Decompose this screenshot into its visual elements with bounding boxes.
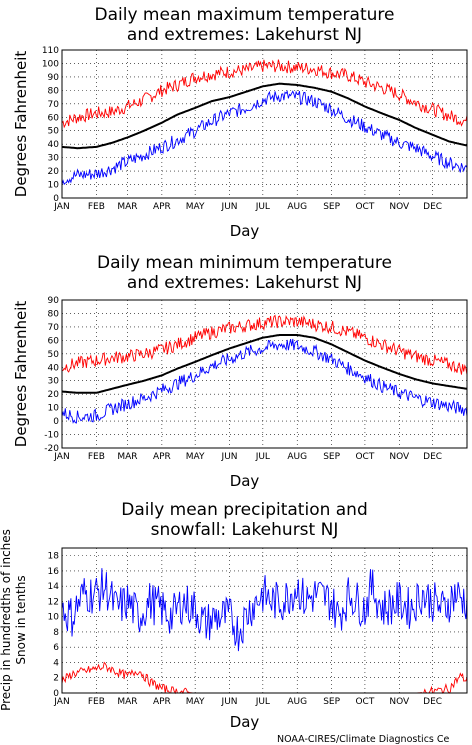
x-tick-label: FEB xyxy=(88,697,105,707)
chart-title-line: and extremes: Lakehurst NJ xyxy=(127,25,362,45)
y-tick-label: 40 xyxy=(48,140,60,150)
y-tick-label: 110 xyxy=(42,46,59,56)
y-tick-label: 10 xyxy=(48,613,60,623)
y-axis-label-line: Precip in hundredths of inches xyxy=(0,529,13,711)
credit-text: NOAA-CIRES/Climate Diagnostics Ce xyxy=(277,734,450,745)
x-tick-label: APR xyxy=(153,452,171,462)
series-low-line xyxy=(61,338,468,424)
x-tick-label: JUN xyxy=(221,697,238,707)
x-tick-label: MAY xyxy=(186,452,205,462)
y-tick-label: 30 xyxy=(48,377,60,387)
chart-title-line: Daily mean maximum temperature xyxy=(95,5,395,25)
series-mean-line xyxy=(61,334,468,394)
y-tick-label: 90 xyxy=(48,296,60,306)
x-tick-label: NOV xyxy=(389,202,410,212)
x-tick-label: MAR xyxy=(117,697,137,707)
y-tick-label: 80 xyxy=(48,86,60,96)
x-tick-label: OCT xyxy=(355,202,374,212)
y-tick-label: 12 xyxy=(48,597,59,607)
y-tick-label: -20 xyxy=(44,444,59,454)
x-tick-label: JUN xyxy=(221,202,238,212)
plot-frame xyxy=(61,547,468,694)
plot-frame xyxy=(61,49,468,199)
y-tick-label: 10 xyxy=(48,404,60,414)
y-tick-label: 20 xyxy=(48,390,60,400)
y-tick-label: 8 xyxy=(53,628,59,638)
y-tick-label: 30 xyxy=(48,154,60,164)
y-tick-label: 60 xyxy=(48,113,60,123)
x-tick-label: JUL xyxy=(255,697,270,707)
y-tick-label: 18 xyxy=(48,552,60,562)
y-tick-label: 0 xyxy=(53,194,59,204)
chart-title-line: Daily mean minimum temperature xyxy=(97,253,392,273)
y-tick-label: 90 xyxy=(48,73,60,83)
x-tick-label: NOV xyxy=(389,697,410,707)
x-tick-label: AUG xyxy=(287,452,307,462)
series-low-line xyxy=(61,90,468,186)
y-tick-label: 20 xyxy=(48,167,60,177)
y-axis-label: Degrees Fahrenheit xyxy=(12,51,30,198)
x-tick-label: OCT xyxy=(355,452,374,462)
chart-title-line: and extremes: Lakehurst NJ xyxy=(127,273,362,293)
x-tick-label: DEC xyxy=(423,202,442,212)
y-tick-label: 14 xyxy=(48,582,60,592)
chart-title-line: snowfall: Lakehurst NJ xyxy=(151,520,339,540)
y-tick-label: 16 xyxy=(48,567,60,577)
chart-title-line: Daily mean precipitation and xyxy=(121,500,368,520)
y-tick-label: 2 xyxy=(53,674,59,684)
y-tick-label: 40 xyxy=(48,363,60,373)
series-precip-line xyxy=(61,568,468,652)
y-tick-label: 50 xyxy=(48,127,60,137)
x-tick-label: APR xyxy=(153,697,171,707)
y-tick-label: 70 xyxy=(48,323,60,333)
y-tick-label: 50 xyxy=(48,350,60,360)
y-tick-label: 60 xyxy=(48,336,60,346)
x-tick-label: DEC xyxy=(423,697,442,707)
x-tick-label: SEP xyxy=(323,697,340,707)
x-tick-label: JUL xyxy=(255,202,270,212)
y-tick-label: 70 xyxy=(48,100,60,110)
x-axis-label: Day xyxy=(230,222,260,240)
x-tick-label: APR xyxy=(153,202,171,212)
series-mean-line xyxy=(61,82,468,150)
x-tick-label: MAY xyxy=(186,697,205,707)
y-tick-label: 0 xyxy=(53,417,59,427)
x-tick-label: JUL xyxy=(255,452,270,462)
x-tick-label: AUG xyxy=(287,697,307,707)
x-tick-label: NOV xyxy=(389,452,410,462)
x-tick-label: FEB xyxy=(88,452,105,462)
y-tick-label: 10 xyxy=(48,181,60,191)
series-high-line xyxy=(61,59,468,129)
y-tick-label: 80 xyxy=(48,309,60,319)
x-axis-label: Day xyxy=(230,472,260,490)
x-tick-label: JAN xyxy=(53,452,69,462)
x-tick-label: MAR xyxy=(117,202,137,212)
x-tick-label: MAR xyxy=(117,452,137,462)
plot-frame xyxy=(61,299,468,449)
x-tick-label: FEB xyxy=(88,202,105,212)
y-tick-label: 6 xyxy=(53,643,59,653)
y-tick-label: 0 xyxy=(53,689,59,699)
x-axis-label: Day xyxy=(230,713,260,731)
x-tick-label: OCT xyxy=(355,697,374,707)
x-tick-label: MAY xyxy=(186,202,205,212)
y-tick-label: 100 xyxy=(42,59,59,69)
x-tick-label: JUN xyxy=(221,452,238,462)
x-tick-label: AUG xyxy=(287,202,307,212)
y-tick-label: 4 xyxy=(53,658,59,668)
x-tick-label: JAN xyxy=(53,697,69,707)
y-axis-label: Degrees Fahrenheit xyxy=(12,301,30,448)
x-tick-label: JAN xyxy=(53,202,69,212)
x-tick-label: DEC xyxy=(423,452,442,462)
y-axis-label-line: Snow in tenths xyxy=(14,575,28,664)
y-tick-label: -10 xyxy=(44,431,59,441)
x-tick-label: SEP xyxy=(323,452,340,462)
x-tick-label: SEP xyxy=(323,202,340,212)
series-high-line xyxy=(61,314,468,375)
